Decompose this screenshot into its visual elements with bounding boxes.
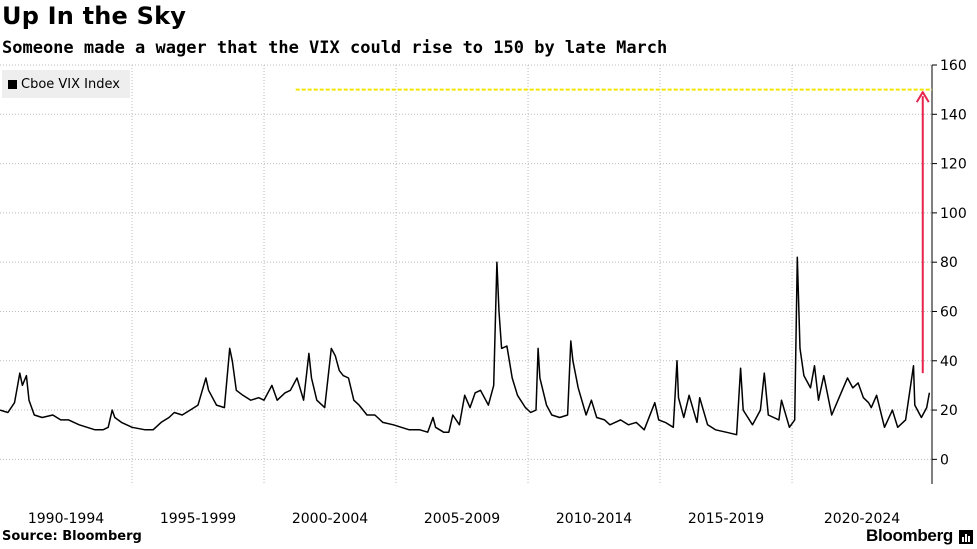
chart-subtitle: Someone made a wager that the VIX could … [2,38,668,58]
y-tick-label: 40 [940,354,958,370]
y-tick-label: 20 [940,403,958,419]
x-tick-label: 1990-1994 [28,511,104,527]
x-tick-label: 2000-2004 [292,511,368,527]
y-tick-label: 100 [940,206,967,222]
x-tick-label: 2020-2024 [824,511,900,527]
y-tick-label: 140 [940,107,967,123]
x-tick-label: 2005-2009 [424,511,500,527]
x-tick-label: 2015-2019 [688,511,764,527]
y-tick-label: 160 [940,58,967,74]
source-note: Source: Bloomberg [2,529,142,544]
legend-label: Cboe VIX Index [21,76,120,92]
legend: Cboe VIX Index [2,70,130,98]
series-group [0,256,931,436]
y-tick-label: 80 [940,255,958,271]
legend-swatch [8,79,17,89]
bar-chart-icon [959,530,973,544]
grid [0,64,932,484]
y-tick-label: 120 [940,157,967,173]
series-line-vix [0,256,931,436]
y-axis: 0 20 40 60 80 100 120 140 160 [931,58,967,484]
x-tick-label: 2010-2014 [556,511,632,527]
x-axis: 1990-1994 1995-1999 2000-2004 2005-2009 2010… [28,511,900,527]
y-tick-label: 0 [940,452,949,468]
annotations [295,88,932,374]
x-tick-label: 1995-1999 [160,511,236,527]
arrow-head [915,91,930,103]
brand-logo: Bloomberg [865,526,953,545]
y-tick-label: 60 [940,304,958,320]
chart-title: Up In the Sky [2,2,187,30]
